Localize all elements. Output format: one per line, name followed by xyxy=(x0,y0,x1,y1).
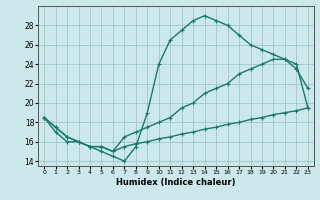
X-axis label: Humidex (Indice chaleur): Humidex (Indice chaleur) xyxy=(116,178,236,187)
